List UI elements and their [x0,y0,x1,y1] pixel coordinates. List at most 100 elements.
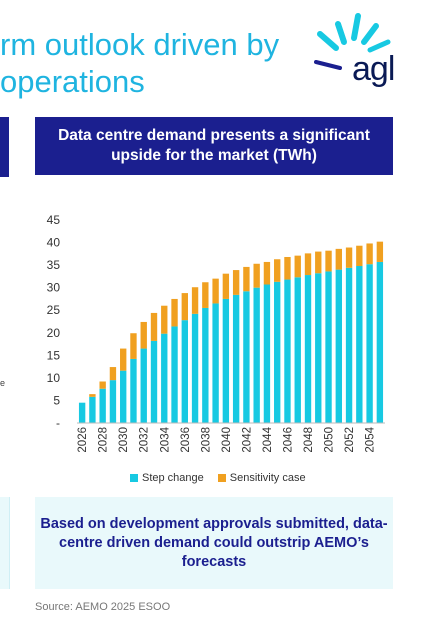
bar-step-change [315,273,322,423]
bar-sensitivity-case [243,266,250,292]
legend-swatch-sensitivity-case [217,474,226,482]
bar-sensitivity-case [150,312,158,341]
bar-step-change [212,303,219,423]
legend-label-step-change: Step change [142,472,204,484]
bar-step-change [304,275,312,423]
bar-sensitivity-case [99,381,106,389]
bar-sensitivity-case [130,333,137,359]
bar-step-change [89,396,96,423]
chart-legend: Step change Sensitivity case [130,472,306,484]
bar-sensitivity-case [222,273,230,299]
bar-step-change [243,291,250,423]
bar-step-change [284,279,291,423]
agl-logo-icon [314,13,391,70]
bar-step-change [99,388,106,423]
bar-step-change [366,264,373,423]
bar-step-change [274,281,281,423]
left-panel-callout-fragment [0,497,10,589]
bar-step-change [120,370,127,423]
x-tick-label: 2036 [180,427,192,453]
bar-step-change [356,266,363,423]
bar-sensitivity-case [181,293,188,321]
source-note: Source: AEMO 2025 ESOO [35,601,171,613]
bar-sensitivity-case [274,259,281,282]
x-tick-label: 2038 [200,427,212,453]
bar-step-change [325,271,332,423]
x-tick-label: 2026 [77,427,89,453]
bar-sensitivity-case [284,256,291,280]
bar-step-change [335,269,342,423]
bar-sensitivity-case [171,298,178,327]
legend-swatch-step-change [130,474,138,482]
x-tick-label: 2048 [303,427,315,453]
bar-step-change [191,313,199,423]
bar-step-change [294,277,301,423]
bar-sensitivity-case [161,305,168,334]
x-tick-label: 2034 [159,426,171,452]
x-tick-label: 2046 [282,427,294,453]
y-tick-label: 45 [47,213,61,227]
bar-sensitivity-case [345,247,353,268]
x-tick-label: 2042 [241,427,253,453]
bar-sensitivity-case [294,255,301,278]
legend-label-sensitivity-case: Sensitivity case [229,472,306,484]
x-tick-label: 2054 [365,426,377,452]
y-tick-label: 25 [47,303,61,317]
x-tick-label: 2044 [262,426,274,452]
y-tick-label: 15 [47,348,61,362]
y-tick-label: - [56,416,60,430]
bar-sensitivity-case [315,251,322,274]
bar-step-change [181,320,188,423]
slide-title: rm outlook driven by operations [0,26,279,100]
bar-step-change [109,380,117,423]
left-panel-text-fragment: e [0,378,6,388]
x-tick-label: 2028 [98,427,110,453]
bar-step-change [345,267,353,423]
bar-step-change [130,358,137,423]
x-tick-label: 2052 [344,427,356,453]
callout-box: Based on development approvals submitted… [35,497,393,589]
left-panel-header-fragment [0,117,9,177]
bar-step-change [232,294,240,423]
y-tick-label: 20 [47,326,61,340]
bar-step-change [222,298,230,423]
bar-step-change [78,402,86,423]
y-tick-label: 30 [47,281,61,295]
bar-step-change [140,348,147,423]
x-tick-label: 2032 [139,427,151,453]
slide-title-line2: operations [0,64,145,99]
stacked-bar-chart: 45 40 35 30 25 20 15 10 5 - 2026 2028 2030 2032 2034 20… [47,213,385,453]
y-tick-label: 10 [47,371,61,385]
bar-sensitivity-case [232,270,240,295]
bar-step-change [263,284,271,423]
bar-sensitivity-case [366,243,373,265]
bar-sensitivity-case [376,241,384,262]
bar-sensitivity-case [212,278,219,304]
bar-step-change [171,326,178,423]
bar-step-change [161,333,168,423]
bar-sensitivity-case [263,261,271,285]
logo-text: agl [352,50,395,88]
bar-step-change [253,287,260,423]
bar-sensitivity-case [202,282,209,308]
bar-sensitivity-case [89,394,96,397]
y-tick-label: 35 [47,258,61,272]
chart-header: Data centre demand presents a significan… [35,117,393,175]
bar-sensitivity-case [120,348,127,371]
bar-step-change [202,307,209,423]
bar-sensitivity-case [140,321,147,349]
bar-sensitivity-case [191,287,199,314]
bar-sensitivity-case [356,245,363,267]
bar-sensitivity-case [304,253,312,276]
bar-sensitivity-case [335,248,342,270]
bar-sensitivity-case [253,263,260,288]
bar-step-change [150,340,158,423]
y-tick-label: 40 [47,236,61,250]
x-tick-label: 2030 [118,427,130,453]
bar-step-change [376,261,384,423]
x-tick-label: 2050 [324,427,336,453]
legend-item-sensitivity-case: Sensitivity case [217,472,306,484]
bar-sensitivity-case [109,367,117,381]
x-tick-label: 2040 [221,427,233,453]
bar-sensitivity-case [325,250,332,272]
